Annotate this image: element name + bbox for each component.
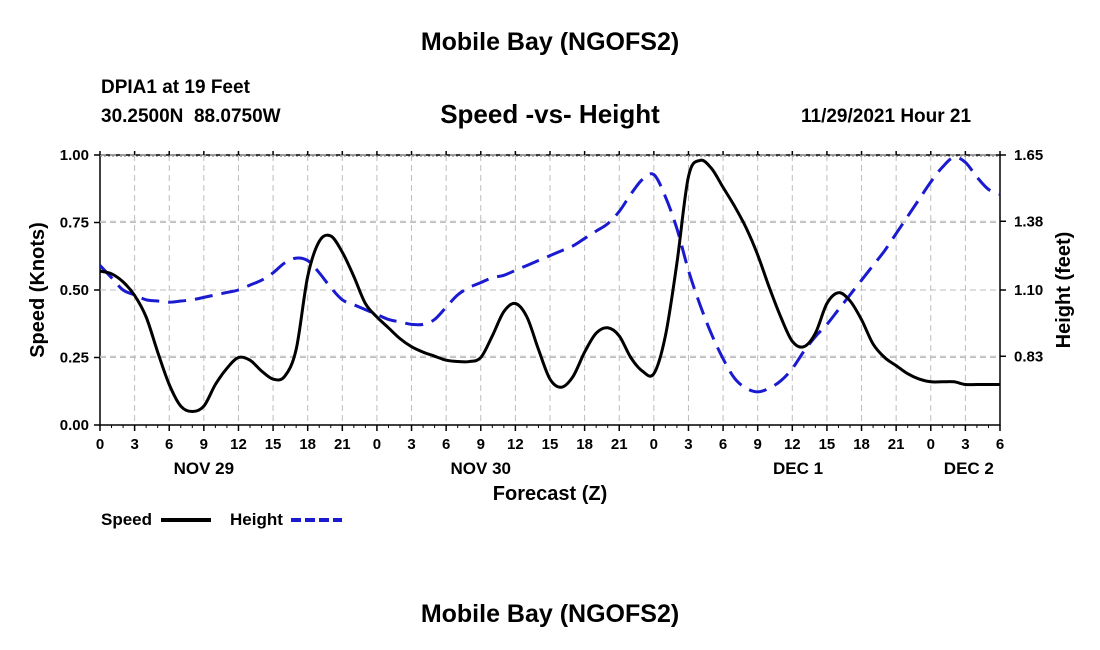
y2-tick-label: 0.83 xyxy=(1014,348,1043,365)
legend-speed-label: Speed xyxy=(101,510,152,529)
station-label: DPIA1 at 19 Feet xyxy=(101,77,250,98)
speed-series-line xyxy=(99,158,1000,414)
x-axis-label: Forecast (Z) xyxy=(493,483,607,505)
height-series-line xyxy=(98,155,1001,394)
x-tick-label: 21 xyxy=(888,436,905,453)
x-tick-label: 3 xyxy=(961,436,969,453)
x-tick-label: 6 xyxy=(442,436,450,453)
legend-height-label: Height xyxy=(230,510,283,529)
timestamp-label: 11/29/2021 Hour 21 xyxy=(801,106,972,127)
x-tick-label: 12 xyxy=(507,436,524,453)
series xyxy=(98,155,1001,414)
y-tick-label: 0.75 xyxy=(60,215,89,232)
chart-title: Speed -vs- Height xyxy=(440,99,660,129)
x-tick-label: 0 xyxy=(373,436,381,453)
y-tick-label: 1.00 xyxy=(60,147,89,164)
page-title: Mobile Bay (NGOFS2) xyxy=(420,28,680,56)
x-tick-label: 9 xyxy=(200,436,208,453)
x-tick-label: 15 xyxy=(819,436,836,453)
date-label: DEC 1 xyxy=(773,459,823,478)
x-tick-label: 15 xyxy=(265,436,282,453)
x-tick-label: 0 xyxy=(927,436,935,453)
y-axis-label: Speed (Knots) xyxy=(27,222,49,358)
x-tick-label: 6 xyxy=(165,436,173,453)
date-label: NOV 30 xyxy=(451,459,511,478)
x-tick-label: 6 xyxy=(719,436,727,453)
x-tick-label: 3 xyxy=(407,436,415,453)
footer-title: Mobile Bay (NGOFS2) xyxy=(420,600,680,628)
x-tick-label: 21 xyxy=(611,436,628,453)
y2-tick-label: 1.38 xyxy=(1014,213,1043,230)
y-tick-label: 0.50 xyxy=(60,282,89,299)
x-tick-label: 12 xyxy=(784,436,801,453)
x-tick-label: 9 xyxy=(477,436,485,453)
x-tick-label: 12 xyxy=(230,436,247,453)
y-tick-label: 0.00 xyxy=(60,417,89,434)
x-tick-label: 3 xyxy=(684,436,692,453)
x-tick-label: 15 xyxy=(542,436,559,453)
x-tick-label: 21 xyxy=(334,436,351,453)
x-tick-label: 9 xyxy=(754,436,762,453)
date-label: NOV 29 xyxy=(174,459,234,478)
x-tick-label: 18 xyxy=(853,436,870,453)
x-tick-label: 3 xyxy=(130,436,138,453)
x-tick-label: 6 xyxy=(996,436,1004,453)
x-tick-label: 0 xyxy=(96,436,104,453)
x-tick-label: 0 xyxy=(650,436,658,453)
y2-axis-label: Height (feet) xyxy=(1053,232,1075,349)
coordinates-label: 30.2500N 88.0750W xyxy=(101,106,281,127)
x-tick-label: 18 xyxy=(576,436,593,453)
y-tick-label: 0.25 xyxy=(60,350,89,367)
y2-tick-label: 1.10 xyxy=(1014,282,1043,299)
date-label: DEC 2 xyxy=(944,459,994,478)
x-tick-label: 18 xyxy=(299,436,316,453)
axes: 0 3 6 9 12 15 18 21 0 3 6 9 12 15 18 21 0 3 6 9 12 15 18 21 0 3 6 0… xyxy=(60,147,1043,478)
y2-tick-label: 1.65 xyxy=(1014,147,1043,164)
